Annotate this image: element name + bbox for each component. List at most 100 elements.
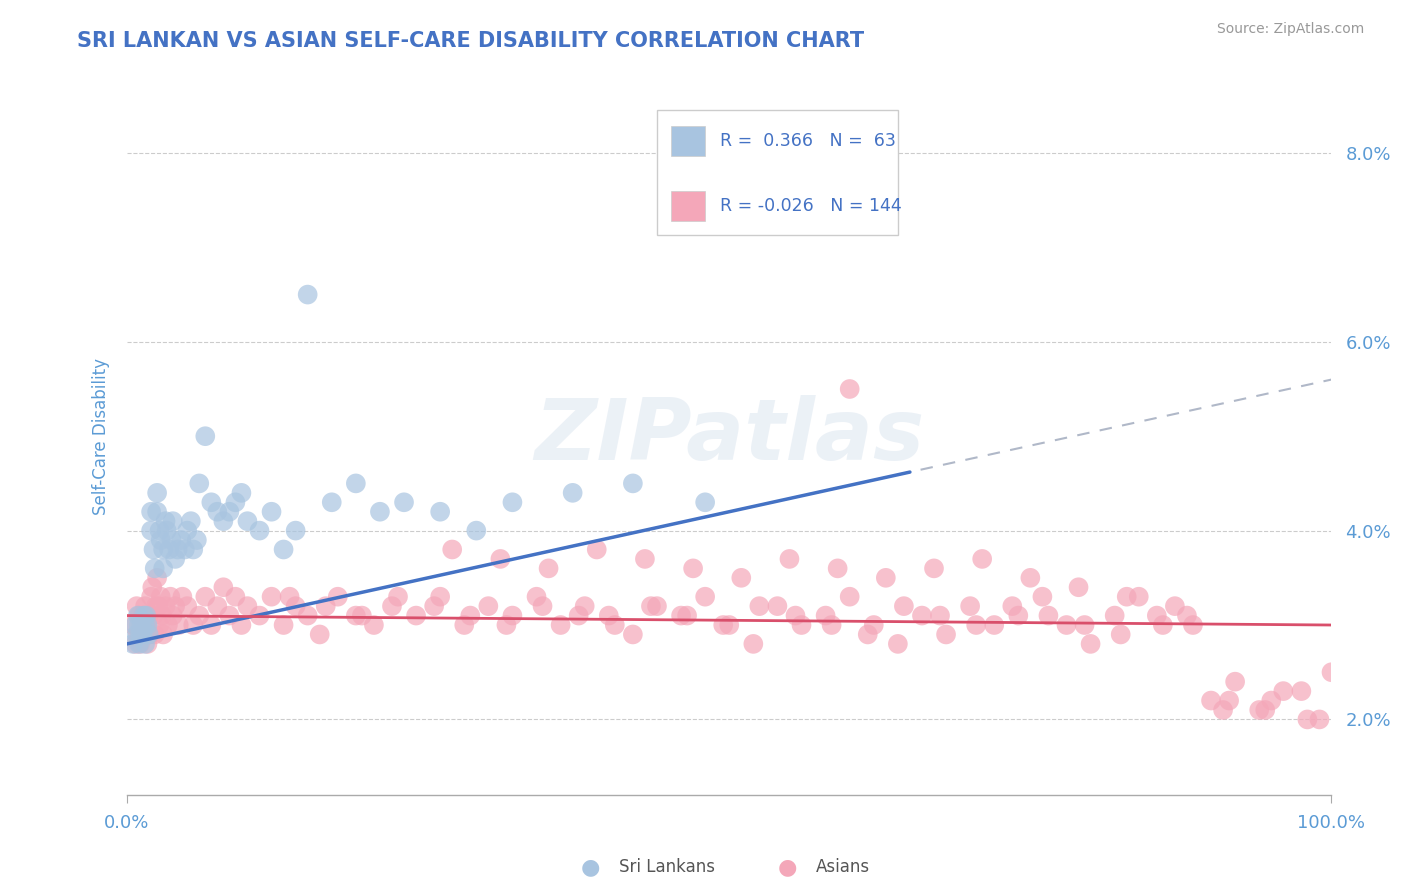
Point [561, 486, 583, 500]
Point [131, 618, 153, 632]
Point [790, 618, 813, 632]
Point [1249, 703, 1271, 717]
Point [315, 599, 337, 614]
Text: R = -0.026   N = 144: R = -0.026 N = 144 [720, 197, 901, 215]
Text: ●: ● [778, 857, 797, 877]
Point [645, 599, 668, 614]
Point [1296, 713, 1319, 727]
Point [148, 599, 170, 614]
Point [176, 599, 198, 614]
Point [278, 590, 301, 604]
Point [231, 618, 253, 632]
Point [143, 561, 166, 575]
Point [146, 505, 169, 519]
Point [640, 599, 662, 614]
Point [392, 495, 415, 509]
Point [162, 514, 184, 528]
Point [139, 524, 162, 538]
Point [1320, 665, 1343, 680]
Point [526, 590, 548, 604]
Point [326, 590, 349, 604]
Point [125, 627, 148, 641]
Point [344, 608, 367, 623]
Point [145, 599, 167, 614]
Point [778, 127, 800, 141]
Point [224, 590, 246, 604]
Point [820, 618, 842, 632]
Point [166, 542, 188, 557]
Point [344, 476, 367, 491]
Y-axis label: Self-Care Disability: Self-Care Disability [93, 358, 110, 515]
Point [893, 599, 915, 614]
Point [1128, 590, 1150, 604]
Point [128, 608, 150, 623]
Point [1223, 674, 1246, 689]
Point [621, 476, 644, 491]
Point [136, 618, 159, 632]
Point [465, 524, 488, 538]
FancyBboxPatch shape [672, 191, 706, 221]
Point [218, 505, 240, 519]
Point [148, 618, 170, 632]
Point [838, 590, 860, 604]
Point [1272, 684, 1295, 698]
Point [827, 561, 849, 575]
Point [959, 599, 981, 614]
Point [188, 476, 211, 491]
Text: SRI LANKAN VS ASIAN SELF-CARE DISABILITY CORRELATION CHART: SRI LANKAN VS ASIAN SELF-CARE DISABILITY… [77, 31, 865, 51]
Point [308, 627, 330, 641]
Point [172, 590, 194, 604]
Point [170, 533, 193, 547]
Point [1218, 693, 1240, 707]
Point [122, 618, 145, 632]
Text: Sri Lankans: Sri Lankans [619, 858, 714, 876]
Point [159, 590, 181, 604]
Point [778, 552, 800, 566]
Point [131, 608, 153, 623]
Point [621, 627, 644, 641]
Point [249, 524, 271, 538]
Point [146, 486, 169, 500]
Point [131, 627, 153, 641]
Point [814, 608, 837, 623]
Point [157, 542, 180, 557]
Point [212, 580, 235, 594]
Point [856, 627, 879, 641]
Point [138, 608, 160, 623]
Point [284, 599, 307, 614]
Point [669, 608, 692, 623]
Point [218, 608, 240, 623]
Point [1308, 713, 1330, 727]
Point [1038, 608, 1060, 623]
Point [477, 599, 499, 614]
Point [143, 627, 166, 641]
Point [273, 542, 295, 557]
Point [718, 618, 741, 632]
Point [212, 514, 235, 528]
Point [1019, 571, 1042, 585]
Point [785, 608, 807, 623]
Point [236, 599, 259, 614]
Point [862, 618, 884, 632]
Point [131, 618, 153, 632]
Point [1007, 608, 1029, 623]
Point [1104, 608, 1126, 623]
Point [585, 542, 607, 557]
Point [1001, 599, 1024, 614]
Point [135, 608, 157, 623]
Point [124, 637, 146, 651]
Point [1291, 684, 1313, 698]
Point [911, 608, 934, 623]
Point [160, 533, 183, 547]
Point [128, 618, 150, 632]
Point [550, 618, 572, 632]
Point [165, 599, 187, 614]
Point [134, 599, 156, 614]
Point [1109, 627, 1132, 641]
Point [405, 608, 427, 623]
Point [207, 505, 229, 519]
Point [132, 608, 155, 623]
Point [766, 599, 789, 614]
Point [297, 608, 319, 623]
Point [887, 637, 910, 651]
